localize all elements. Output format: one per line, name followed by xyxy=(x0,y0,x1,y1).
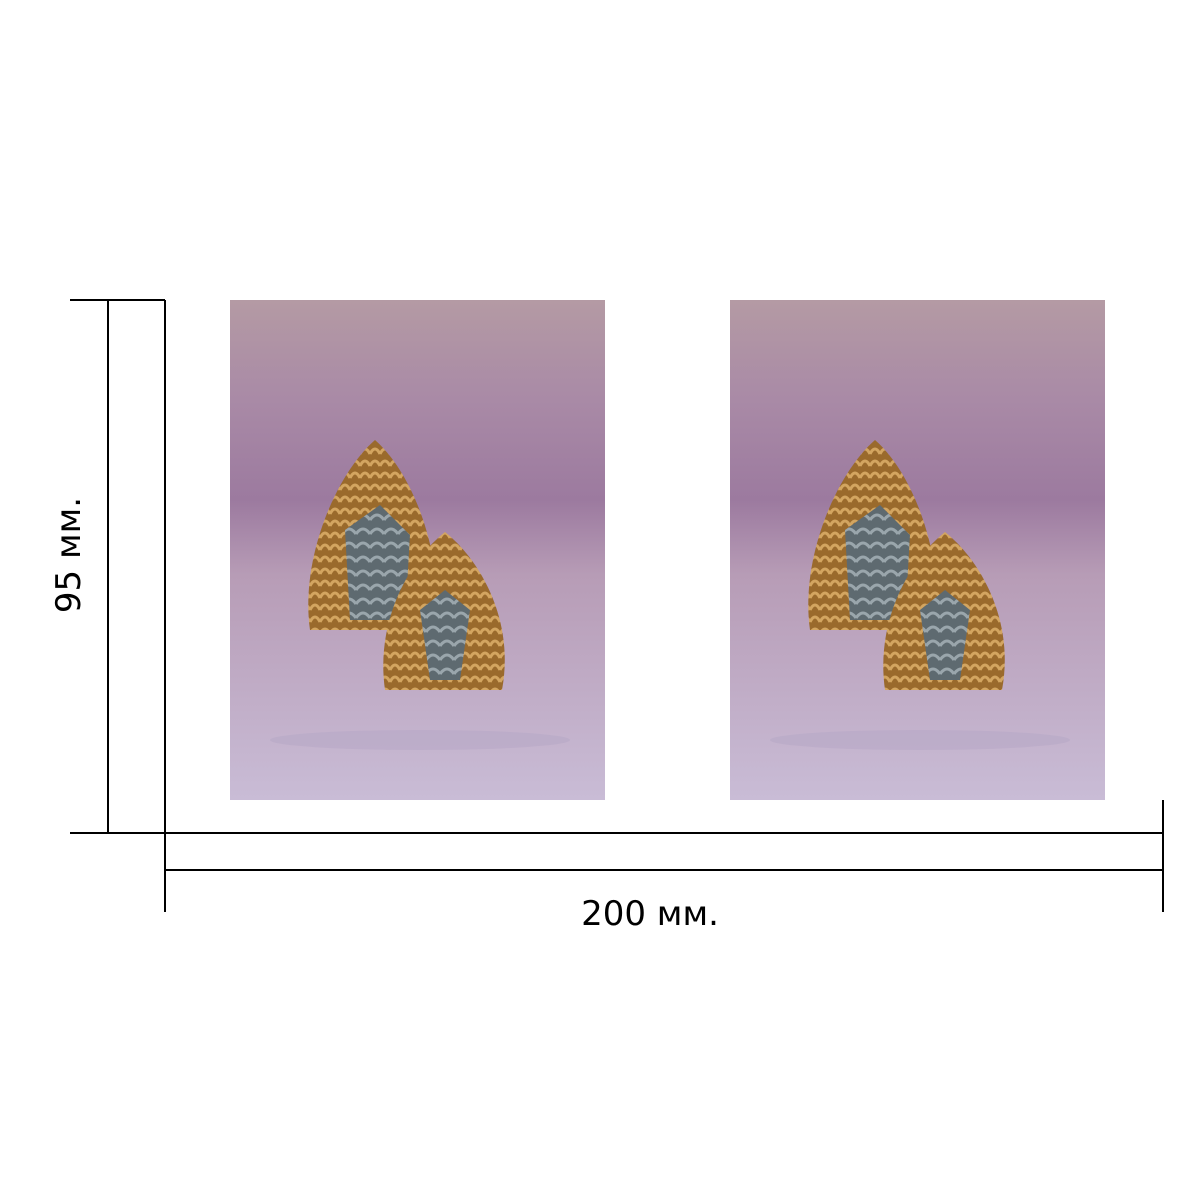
width-label: 200 мм. xyxy=(581,894,719,934)
height-label: 95 мм. xyxy=(49,497,89,613)
photo-left xyxy=(230,300,605,800)
photo-right xyxy=(730,300,1105,800)
